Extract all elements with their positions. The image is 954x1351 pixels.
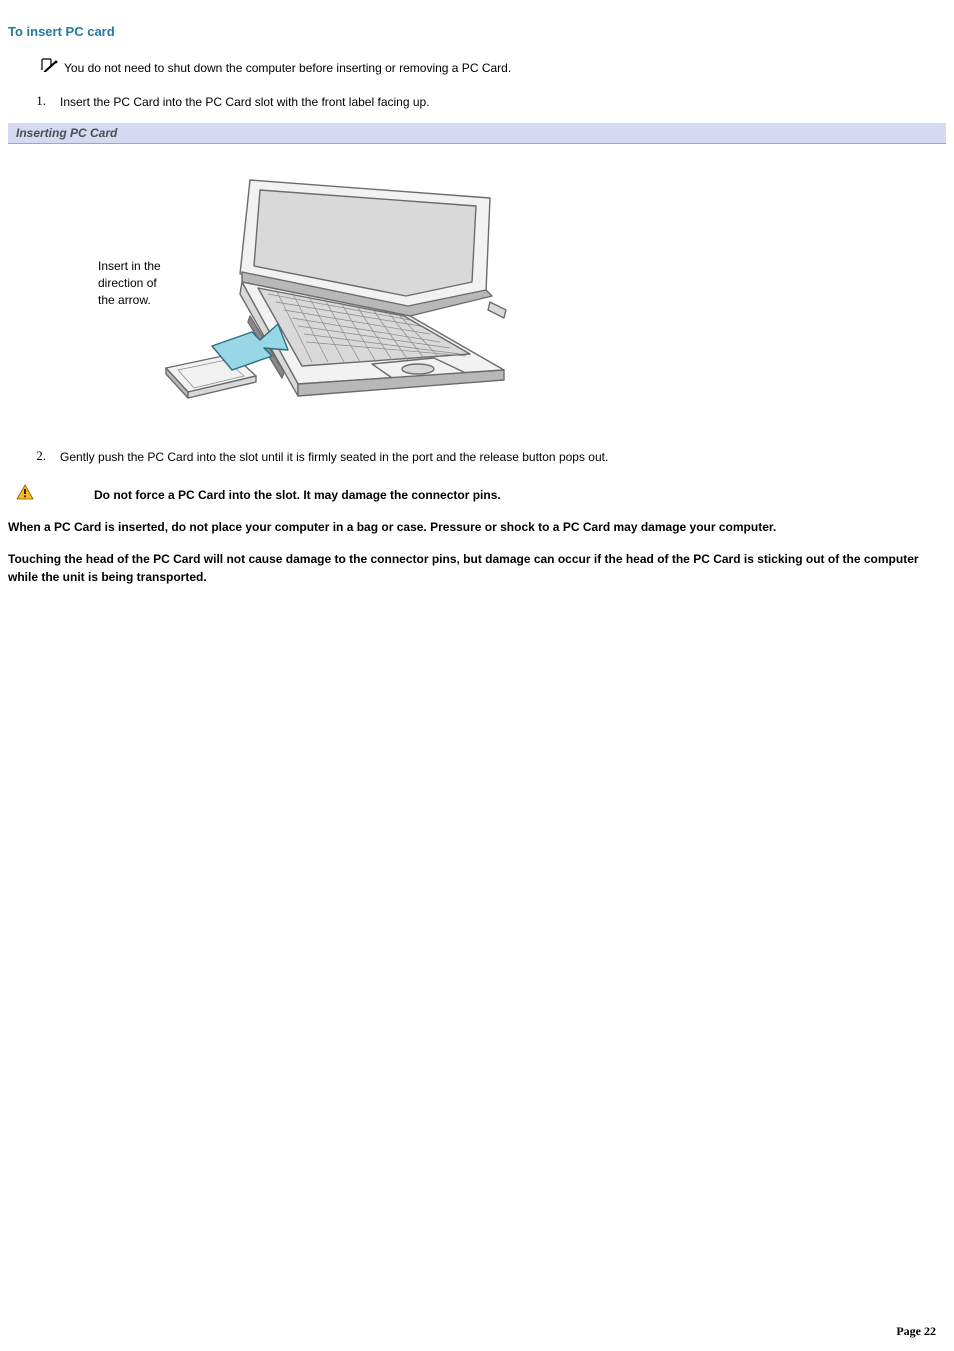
- caption-line: the arrow.: [98, 293, 151, 307]
- step-number: 1.: [32, 93, 46, 109]
- step-item: 1. Insert the PC Card into the PC Card s…: [32, 93, 946, 111]
- note-block: You do not need to shut down the compute…: [40, 59, 946, 77]
- caption-line: direction of: [98, 276, 157, 290]
- figure-header: Inserting PC Card: [8, 123, 946, 144]
- warning-triangle-icon: [16, 484, 34, 503]
- laptop-illustration: Insert in the direction of the arrow.: [36, 168, 556, 408]
- note-text: You do not need to shut down the compute…: [64, 59, 511, 77]
- step-number: 2.: [32, 448, 46, 464]
- illustration-caption: Insert in the direction of the arrow.: [98, 258, 208, 308]
- page-footer: Page 22: [896, 1324, 936, 1339]
- page-title: To insert PC card: [8, 24, 946, 39]
- warning-paragraph: When a PC Card is inserted, do not place…: [8, 518, 946, 536]
- step-text: Gently push the PC Card into the slot un…: [60, 448, 608, 466]
- warning-inline-text: Do not force a PC Card into the slot. It…: [94, 486, 501, 504]
- step-text: Insert the PC Card into the PC Card slot…: [60, 93, 430, 111]
- warning-paragraph: Touching the head of the PC Card will no…: [8, 550, 946, 586]
- handwriting-note-icon: [40, 57, 58, 76]
- step-item: 2. Gently push the PC Card into the slot…: [32, 448, 946, 466]
- caption-line: Insert in the: [98, 259, 161, 273]
- figure-body: Insert in the direction of the arrow.: [8, 144, 946, 448]
- warning-inline: Do not force a PC Card into the slot. It…: [16, 484, 946, 504]
